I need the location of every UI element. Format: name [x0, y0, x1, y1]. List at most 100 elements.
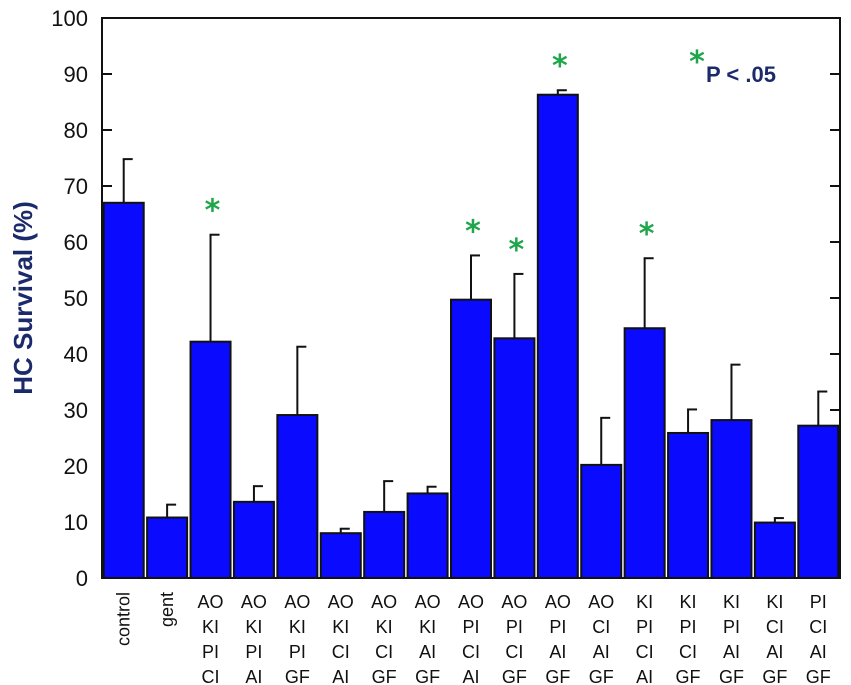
x-category-label: CI: [332, 642, 350, 662]
bar: [146, 516, 189, 580]
x-category-label: CI: [766, 617, 784, 637]
x-category-label: KI: [636, 592, 653, 612]
x-category-label: AI: [636, 667, 653, 685]
bar: [710, 419, 753, 579]
bar: [536, 93, 579, 579]
bar: [667, 431, 710, 579]
legend: * P < .05: [689, 45, 776, 87]
x-category-label: KI: [723, 592, 740, 612]
x-category-label: AI: [593, 642, 610, 662]
x-category-label: control: [114, 592, 134, 646]
bar: [276, 414, 319, 580]
bar: [232, 500, 275, 579]
bar: [102, 201, 145, 580]
legend-star-icon: *: [689, 45, 705, 80]
x-category-label: GF: [806, 667, 831, 685]
x-category-label: CI: [462, 642, 480, 662]
x-category-label: AO: [588, 592, 614, 612]
y-axis: 0 10 20 30 40 50 60 70 80 90 100: [51, 6, 840, 591]
x-category-label: AI: [723, 642, 740, 662]
y-tick-label: 90: [64, 62, 88, 87]
x-category-label: KI: [245, 617, 262, 637]
bar: [189, 340, 232, 579]
y-tick-label: 60: [64, 230, 88, 255]
x-category-label: AO: [241, 592, 267, 612]
y-tick-label: 10: [64, 510, 88, 535]
x-category-label: CI: [202, 667, 220, 685]
x-category-label: CI: [375, 642, 393, 662]
x-category-label: CI: [809, 617, 827, 637]
y-tick-label: 20: [64, 454, 88, 479]
bar: [753, 521, 796, 579]
x-category-label: KI: [766, 592, 783, 612]
x-category-label: PI: [549, 617, 566, 637]
x-axis-category-labels: control gent AO KI PI CI AO KI PI AI AO KI PI GF AO KI C…: [114, 592, 831, 685]
y-tick-label: 50: [64, 286, 88, 311]
significance-star-icon: *: [205, 194, 221, 229]
bar: [580, 463, 623, 580]
x-category-label: GF: [676, 667, 701, 685]
significance-star-icon: *: [509, 233, 525, 268]
bars: [102, 93, 840, 580]
x-category-label: PI: [202, 642, 219, 662]
significance-star-icon: *: [552, 49, 568, 84]
x-category-label: gent: [157, 592, 177, 627]
x-category-label: KI: [419, 617, 436, 637]
x-category-label: AI: [245, 667, 262, 685]
y-tick-label: 30: [64, 398, 88, 423]
x-category-label: GF: [415, 667, 440, 685]
bar: [319, 532, 362, 580]
x-category-label: CI: [505, 642, 523, 662]
x-category-label: AO: [545, 592, 571, 612]
y-tick-label: 100: [51, 6, 88, 31]
x-category-label: PI: [506, 617, 523, 637]
y-tick-label: 40: [64, 342, 88, 367]
x-category-label: PI: [810, 592, 827, 612]
x-category-label: PI: [245, 642, 262, 662]
x-category-label: GF: [545, 667, 570, 685]
significance-star-icon: *: [639, 217, 655, 252]
x-category-label: AO: [328, 592, 354, 612]
plot-frame: [101, 17, 841, 579]
x-category-label: AO: [415, 592, 441, 612]
x-category-label: PI: [636, 617, 653, 637]
x-category-label: AO: [198, 592, 224, 612]
x-category-label: PI: [289, 642, 306, 662]
bar: [623, 327, 666, 579]
y-axis-label: HC Survival (%): [8, 201, 38, 395]
error-bars: [122, 89, 828, 534]
x-category-label: GF: [719, 667, 744, 685]
x-category-label: AO: [458, 592, 484, 612]
x-category-label: AI: [766, 642, 783, 662]
bar: [450, 298, 492, 579]
x-category-label: PI: [723, 617, 740, 637]
y-tick-label: 80: [64, 118, 88, 143]
x-category-label: AO: [501, 592, 527, 612]
x-category-label: KI: [289, 617, 306, 637]
x-category-label: KI: [202, 617, 219, 637]
x-category-label: AO: [371, 592, 397, 612]
y-tick-label: 70: [64, 174, 88, 199]
bar: [493, 337, 536, 579]
bar: [406, 492, 449, 579]
legend-label: P < .05: [706, 62, 776, 87]
bar: [797, 424, 840, 579]
x-category-label: PI: [462, 617, 479, 637]
x-category-label: PI: [680, 617, 697, 637]
x-category-label: KI: [376, 617, 393, 637]
significance-star-icon: *: [465, 214, 481, 249]
x-category-label: GF: [762, 667, 787, 685]
x-category-label: GF: [285, 667, 310, 685]
x-category-label: AI: [462, 667, 479, 685]
x-category-label: KI: [332, 617, 349, 637]
x-category-label: AI: [332, 667, 349, 685]
x-category-label: KI: [680, 592, 697, 612]
x-category-label: CI: [679, 642, 697, 662]
x-category-label: CI: [592, 617, 610, 637]
y-tick-label: 0: [76, 566, 88, 591]
x-category-label: AI: [549, 642, 566, 662]
x-category-label: CI: [636, 642, 654, 662]
x-category-label: AI: [810, 642, 827, 662]
bar: [363, 510, 406, 580]
